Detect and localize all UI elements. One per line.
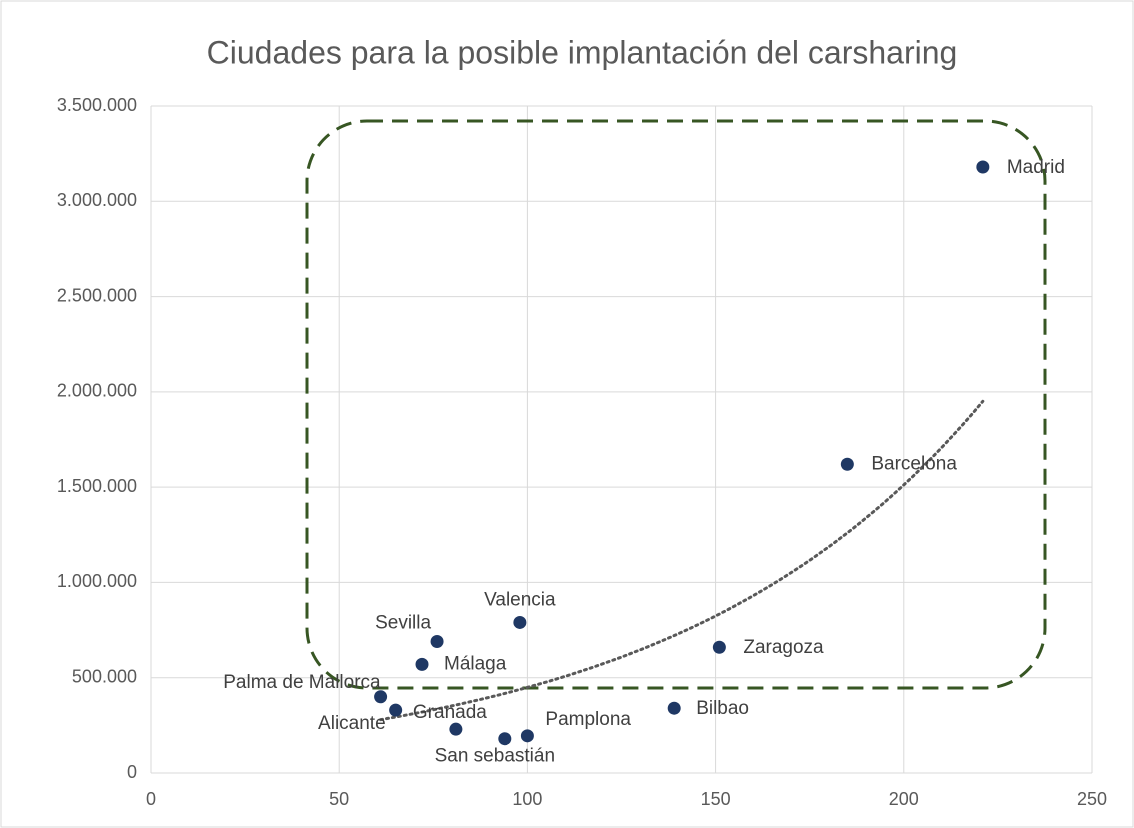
point-label: San sebastián <box>435 746 555 767</box>
chart-title: Ciudades para la posible implantación de… <box>207 34 958 70</box>
y-tick-label: 1.000.000 <box>57 571 137 591</box>
point <box>498 732 512 746</box>
x-tick-label: 100 <box>512 789 542 809</box>
point-label: Pamplona <box>545 709 631 730</box>
y-tick-label: 0 <box>127 762 137 782</box>
marks: Madrid Barcelona Zaragoza Valencia Sevilla Má… <box>223 157 1065 767</box>
point-label: Zaragoza <box>743 637 824 658</box>
point-label: Alicante <box>318 713 386 734</box>
point <box>520 729 534 743</box>
y-tick-label: 500.000 <box>72 666 137 686</box>
point-label: Valencia <box>484 589 556 610</box>
y-tick-label: 2.500.000 <box>57 285 137 305</box>
point <box>374 690 388 704</box>
y-tick-label: 3.000.000 <box>57 190 137 210</box>
y-tick-label: 2.000.000 <box>57 381 137 401</box>
point <box>513 615 527 629</box>
point-label: Sevilla <box>375 613 431 634</box>
point-label: Bilbao <box>696 698 749 719</box>
point-label: Palma de Mallorca <box>223 672 381 693</box>
point <box>976 160 990 174</box>
y-tick-label: 1.500.000 <box>57 476 137 496</box>
trendline <box>379 399 985 722</box>
x-tick-label: 0 <box>146 789 156 809</box>
point-label: Granada <box>413 702 487 723</box>
point <box>415 657 429 671</box>
x-tick-label: 250 <box>1077 789 1107 809</box>
point <box>389 703 403 717</box>
point <box>430 635 444 649</box>
y-tick-label: 3.500.000 <box>57 95 137 115</box>
point <box>449 722 463 736</box>
highlight-box <box>305 119 1047 690</box>
x-tick-label: 50 <box>329 789 349 809</box>
point-label: Barcelona <box>871 453 957 474</box>
point <box>712 640 726 654</box>
x-tick-label: 150 <box>701 789 731 809</box>
point <box>840 457 854 471</box>
point <box>667 701 681 715</box>
point-label: Madrid <box>1007 157 1065 178</box>
x-tick-label: 200 <box>889 789 919 809</box>
point-label: Málaga <box>444 653 507 674</box>
